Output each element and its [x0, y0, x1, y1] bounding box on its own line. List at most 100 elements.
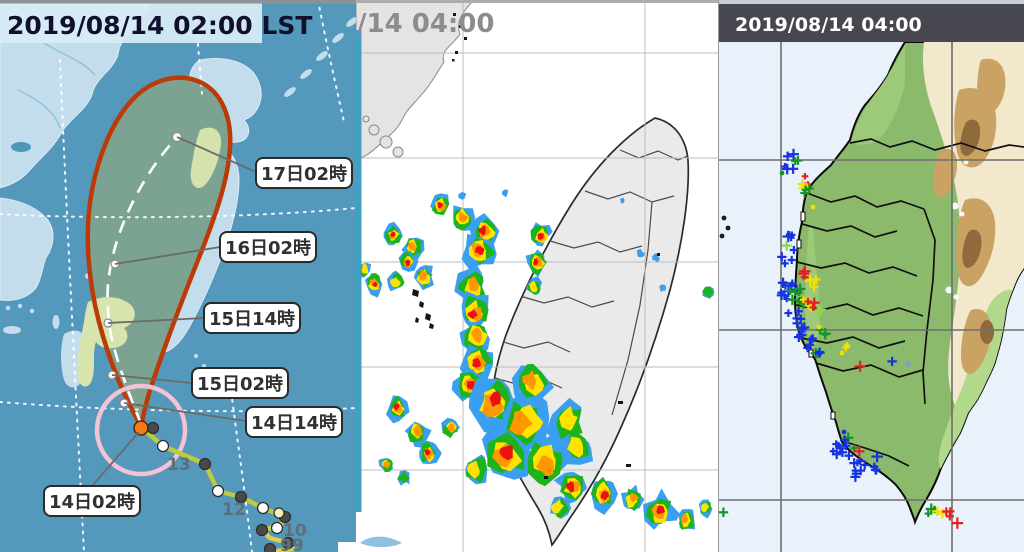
radar-echo — [419, 269, 428, 281]
typhoon-track-panel[interactable]: 13 12 10 99 17日02時 16日02時 15日14時 15日02時 — [0, 0, 356, 552]
radar-echo — [509, 410, 533, 436]
radar-echo — [537, 233, 544, 240]
radar-echo — [408, 242, 417, 251]
radar-echo-layer — [356, 189, 715, 530]
radar-timestamp: /14 04:00 — [357, 9, 495, 39]
callout: 17日02時 — [255, 157, 353, 189]
callout-label: 17日02時 — [261, 164, 347, 185]
radar-echo — [702, 286, 714, 300]
radar-echo — [681, 513, 689, 523]
radar-echo — [424, 448, 431, 456]
lightning-dot-icon — [779, 170, 785, 176]
track-number: 12 — [222, 500, 246, 520]
lightning-panel[interactable]: 2019/08/14 04:00 — [719, 0, 1024, 552]
mainland — [356, 0, 475, 161]
radar-echo — [437, 201, 444, 208]
radar-echo — [566, 481, 575, 493]
callouts: 17日02時 16日02時 15日14時 15日02時 14日14時 14日02… — [43, 157, 353, 517]
lightning-dot-icon — [839, 350, 845, 356]
timestamp-bar — [0, 3, 262, 43]
panel-corner — [338, 542, 356, 552]
radar-echo — [501, 189, 509, 198]
track-numbers: 13 12 10 99 — [167, 455, 307, 552]
radar-echo — [620, 197, 625, 204]
forecast-centerline — [106, 136, 178, 425]
radar-echo — [447, 422, 455, 432]
radar-echo — [700, 502, 710, 513]
lightning-dot-icon — [719, 233, 725, 239]
lightning-marker-layer — [719, 148, 964, 529]
colorbar-edge — [356, 30, 362, 512]
radar-echo — [383, 460, 390, 469]
radar-echo — [467, 380, 475, 390]
callout-label: 14日02時 — [49, 492, 135, 513]
lightning-dot-icon — [841, 429, 847, 435]
past-track — [133, 420, 296, 552]
radar-echo — [472, 357, 482, 368]
county-borders — [795, 138, 1024, 467]
radar-echo — [478, 225, 486, 236]
lightning-dot-icon — [721, 215, 727, 221]
radar-map: /14 04:00 — [356, 0, 719, 552]
callout-label: 14日14時 — [251, 413, 337, 434]
radar-echo — [458, 191, 467, 200]
radar-echo — [458, 211, 469, 223]
radar-echo — [474, 246, 485, 256]
radar-echo — [550, 499, 564, 514]
callout: 15日14時 — [203, 302, 301, 334]
callout-label: 15日02時 — [197, 374, 283, 395]
radar-echo — [652, 253, 660, 263]
callout: 16日02時 — [219, 231, 317, 263]
islets — [412, 13, 660, 479]
top-border — [719, 0, 1024, 4]
radar-echo — [372, 281, 378, 287]
radar-echo — [529, 280, 538, 293]
lightning-timestamp: 2019/08/14 04:00 — [735, 14, 922, 36]
top-border — [0, 0, 356, 4]
radar-echo — [361, 263, 368, 274]
timestamp-bar — [719, 4, 1024, 42]
radar-echo — [533, 258, 539, 266]
callout-leaders — [91, 136, 257, 487]
radar-echo — [536, 455, 554, 477]
lightning-dot-icon — [810, 204, 816, 210]
radar-echo — [567, 436, 584, 458]
wave-glyph — [360, 536, 402, 548]
top-border — [356, 0, 719, 3]
track-number: 10 — [283, 521, 307, 541]
lightning-map: 2019/08/14 04:00 — [719, 0, 1024, 552]
radar-echo — [398, 470, 410, 484]
radar-echo — [636, 249, 645, 258]
radar-echo — [470, 327, 482, 344]
radar-panel[interactable]: /14 04:00 — [356, 0, 719, 552]
track-number: 13 — [167, 455, 191, 475]
typhoon-map: 13 12 10 99 17日02時 16日02時 15日14時 15日02時 — [0, 0, 356, 552]
radar-echo — [393, 403, 400, 411]
radar-echo — [489, 390, 501, 407]
lightning-dot-icon — [725, 225, 731, 231]
radar-echo — [390, 231, 396, 237]
track-number: 99 — [280, 536, 304, 552]
radar-echo — [522, 370, 537, 391]
radar-echo — [659, 284, 667, 293]
radar-echo — [468, 276, 480, 292]
radar-echo — [629, 492, 640, 503]
radar-echo — [467, 309, 478, 320]
current-position-marker — [133, 420, 149, 436]
callout: 14日02時 — [43, 485, 141, 517]
radar-echo — [499, 444, 513, 461]
typhoon-timestamp: 2019/08/14 02:00 LST — [7, 11, 312, 40]
lightning-dot-icon — [816, 324, 822, 330]
wind-radius-circle — [94, 383, 188, 477]
radar-echo — [466, 460, 480, 479]
radar-echo — [413, 423, 423, 437]
callout-label: 15日14時 — [209, 309, 295, 330]
radar-echo — [390, 277, 401, 287]
callout: 15日02時 — [191, 367, 289, 399]
radar-echo — [600, 490, 609, 501]
callout-label: 16日02時 — [225, 238, 311, 259]
callout: 14日14時 — [245, 406, 343, 438]
radar-echo — [656, 505, 665, 515]
radar-echo — [405, 259, 411, 267]
